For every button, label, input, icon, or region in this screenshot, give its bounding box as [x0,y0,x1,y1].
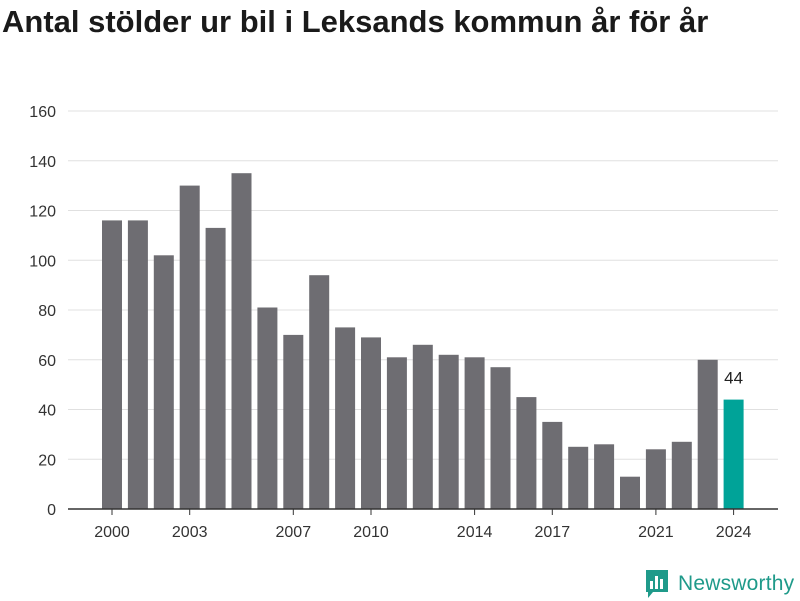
bar [386,357,407,509]
x-tick-label: 2024 [716,524,752,541]
brand-name: Newsworthy [678,572,795,595]
y-tick-label: 60 [38,353,56,370]
x-tick-label: 2003 [172,524,208,541]
y-tick-label: 80 [38,303,56,320]
y-tick-label: 40 [38,403,56,420]
y-tick-label: 100 [29,253,56,270]
bar [542,421,563,509]
data-labels: 44 [724,369,743,388]
bar [464,357,485,509]
y-tick-label: 120 [29,204,56,221]
data-label: 44 [724,369,743,388]
bars [102,173,744,510]
newsworthy-logo-icon [646,570,668,598]
bar [594,444,615,509]
x-tick-label: 2000 [94,524,130,541]
bar [412,344,433,509]
bar [438,354,459,509]
y-axis: 0 20 40 60 80 100 120 140 160 [29,104,56,519]
bar [153,255,174,509]
bar [257,307,278,509]
bar [671,441,692,509]
bar [309,275,330,509]
y-tick-label: 140 [29,154,56,171]
bar [335,327,356,509]
bar [620,476,640,509]
bar [283,334,304,509]
x-tick-label: 2021 [638,524,674,541]
bar [205,227,226,509]
brand-logo: Newsworthy [644,567,794,601]
bar [568,446,589,509]
bar [102,220,122,509]
y-tick-label: 0 [47,502,56,519]
y-tick-label: 20 [38,452,56,469]
bar [516,397,537,509]
chart-title: Antal stölder ur bil i Leksands kommun å… [2,4,709,39]
bar [231,173,252,509]
bar [697,359,718,510]
x-axis: 2000 2003 2007 2010 2014 2017 2021 2024 [68,508,778,541]
bar [361,337,381,509]
bar [490,367,511,509]
bar [127,220,148,509]
bar [179,185,200,509]
x-tick-label: 2014 [457,524,493,541]
y-tick-label: 160 [29,104,56,121]
bar-highlight [723,399,744,509]
x-tick-label: 2010 [353,524,389,541]
bar [645,449,666,509]
x-tick-label: 2007 [276,524,312,541]
x-tick-label: 2017 [535,524,571,541]
